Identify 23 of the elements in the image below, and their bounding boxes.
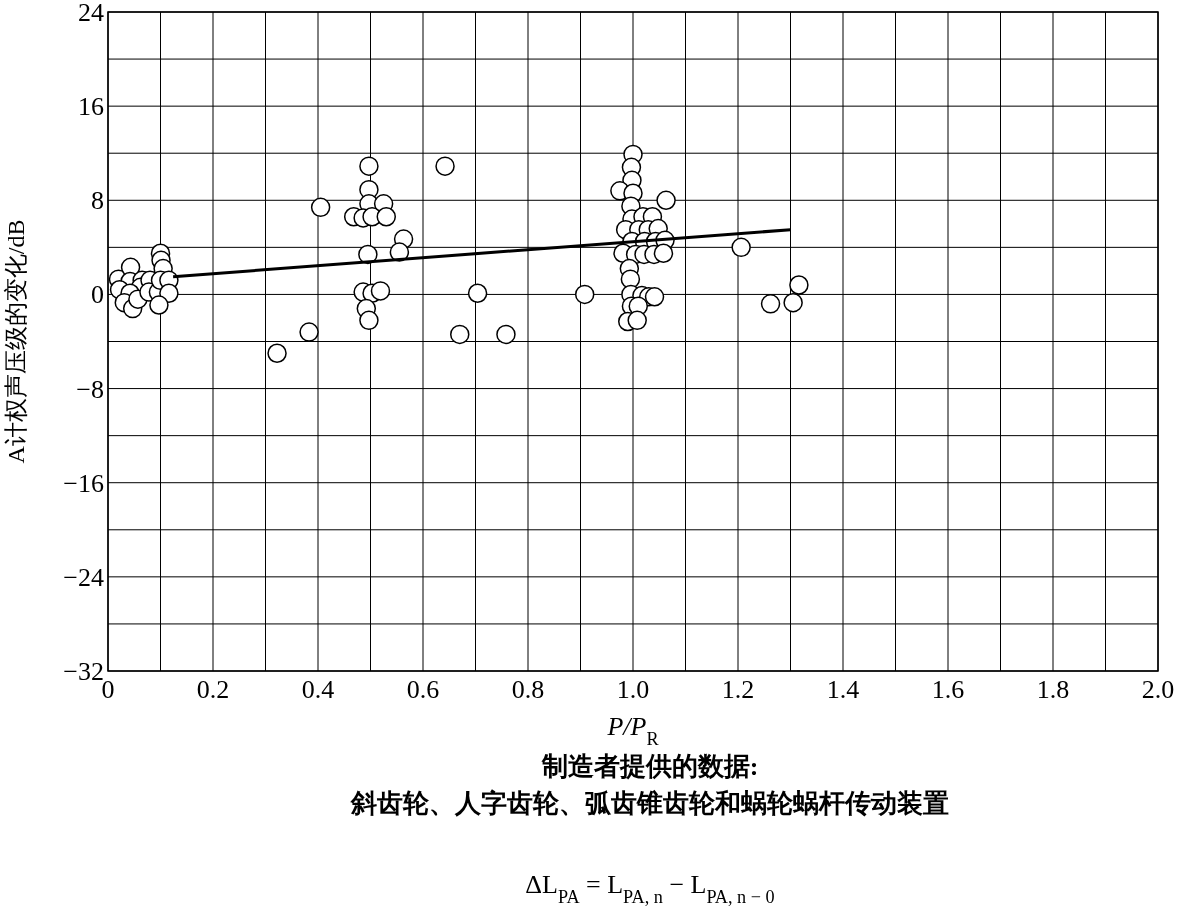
y-axis-title: A计权声压级的变化/dB bbox=[3, 219, 29, 464]
y-tick-label: −16 bbox=[63, 468, 104, 498]
y-tick-label: 16 bbox=[78, 92, 104, 122]
y-tick-label: 0 bbox=[91, 280, 104, 310]
x-tick-label: 0.6 bbox=[406, 675, 440, 704]
x-tick-label: 2.0 bbox=[1141, 675, 1175, 704]
x-axis-title: P/P$_{R}$ bbox=[606, 712, 660, 749]
text: 制造者提供的数据: bbox=[540, 752, 759, 781]
x-tick-label: 0.4 bbox=[301, 675, 335, 704]
x-tick-label: 1.8 bbox=[1036, 675, 1070, 704]
y-tick-label: −8 bbox=[76, 374, 104, 404]
y-tick-label: −32 bbox=[63, 657, 104, 686]
x-tick-label: 1.4 bbox=[826, 675, 860, 704]
x-tick-label: 0.2 bbox=[196, 675, 230, 704]
x-tick-label: 1.2 bbox=[721, 675, 755, 704]
text: ΔL$_{PA}$ = L$_{PA, n}$ − L$_{PA, n − 0}$ bbox=[525, 870, 775, 907]
text: 斜齿轮、人字齿轮、弧齿锥齿轮和蜗轮蜗杆传动装置 bbox=[350, 789, 949, 818]
x-tick-label: 1.6 bbox=[931, 675, 965, 704]
y-tick-label: 24 bbox=[78, 0, 104, 27]
x-tick-label: 1.0 bbox=[616, 675, 650, 704]
y-tick-label: −24 bbox=[63, 562, 104, 592]
y-tick-label: 8 bbox=[91, 186, 104, 216]
x-tick-label: 0.8 bbox=[511, 675, 545, 704]
